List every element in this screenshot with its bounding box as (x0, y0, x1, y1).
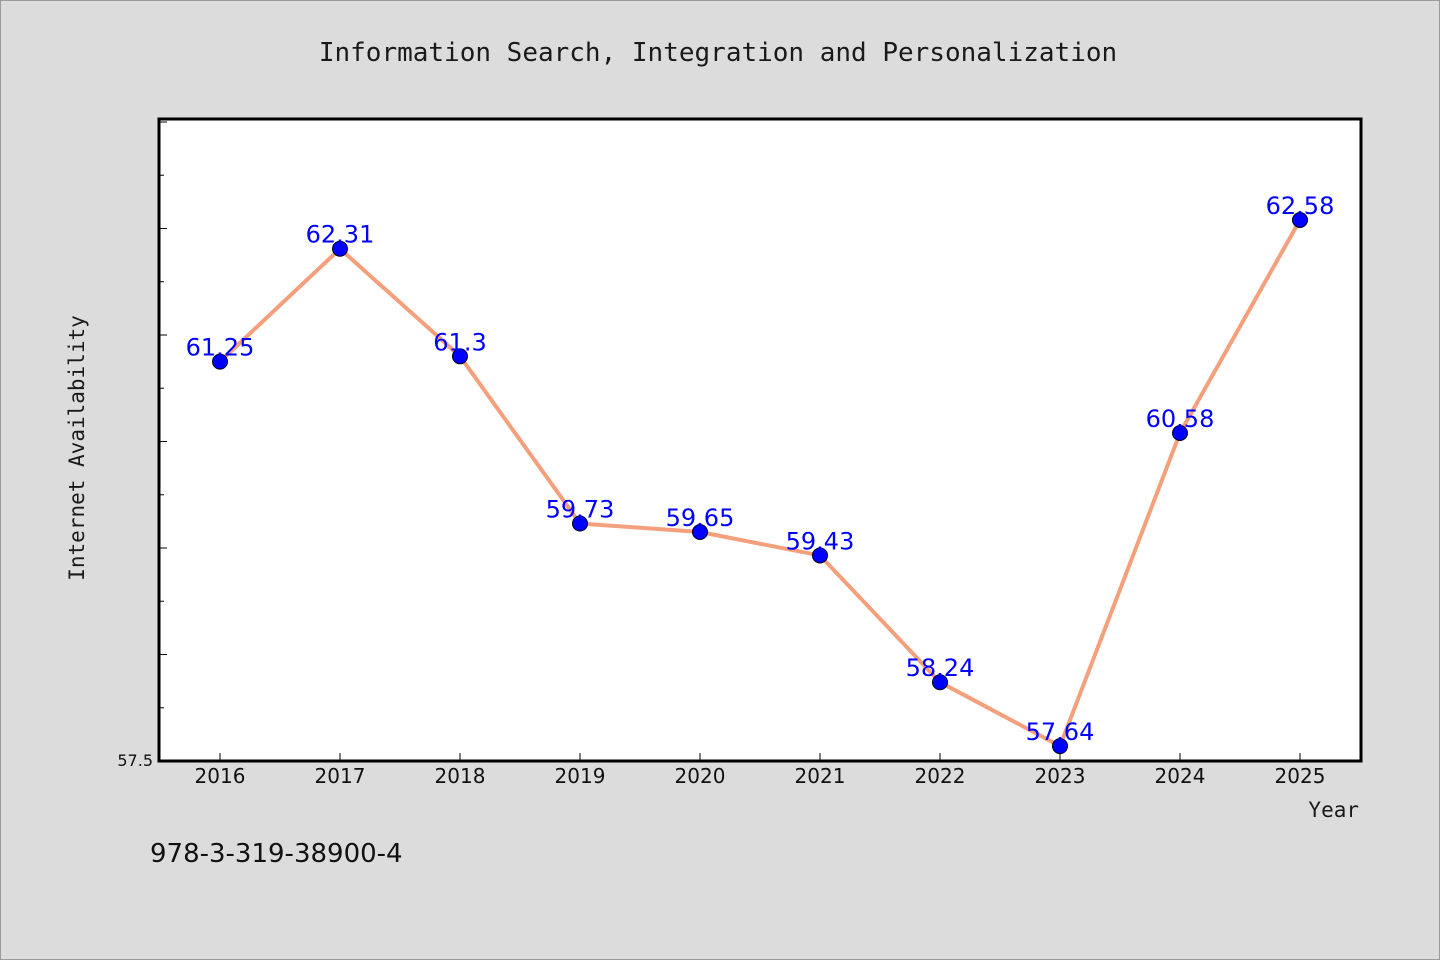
x-tick-label: 2021 (795, 764, 846, 788)
data-label: 58.24 (906, 654, 975, 682)
data-label: 62.31 (306, 221, 375, 249)
data-point (452, 348, 468, 365)
footer-text: 978-3-319-38900-4 (150, 839, 403, 869)
data-point (1052, 738, 1068, 755)
data-label: 61.3 (433, 328, 486, 356)
data-label: 62.58 (1266, 192, 1335, 220)
data-point (212, 353, 228, 370)
data-point (812, 547, 828, 564)
x-tick-label: 2024 (1155, 764, 1206, 788)
data-point (1292, 211, 1308, 228)
x-tick-label: 2018 (435, 764, 486, 788)
data-point (1172, 424, 1188, 441)
data-point (572, 515, 588, 532)
x-axis-ticks (219, 753, 1301, 761)
series-layer: 61.25 62.31 61.3 59.73 59.65 59.43 58.24 57.64 6… (186, 192, 1335, 755)
y-axis-label: Internet Availability (65, 315, 89, 581)
data-point (692, 524, 708, 541)
y-axis-ticks (159, 121, 167, 762)
y-tick-label-min: 57.5 (117, 751, 153, 770)
data-label: 60.58 (1146, 405, 1215, 433)
x-axis-tick-labels: 2016 2017 2018 2019 2020 2021 2022 2023 2024 2025 (195, 764, 1326, 788)
chart-title: Information Search, Integration and Pers… (319, 38, 1117, 68)
data-point (932, 674, 948, 691)
data-label: 61.25 (186, 334, 255, 362)
x-tick-label: 2016 (195, 764, 246, 788)
x-tick-label: 2020 (675, 764, 726, 788)
x-tick-label: 2022 (915, 764, 966, 788)
x-axis-label: Year (1308, 798, 1359, 822)
data-label: 57.64 (1026, 718, 1095, 746)
x-tick-label: 2023 (1035, 764, 1086, 788)
x-tick-label: 2017 (315, 764, 366, 788)
data-point (332, 240, 348, 257)
data-label: 59.65 (666, 504, 735, 532)
x-tick-label: 2025 (1275, 764, 1326, 788)
plot-area (157, 117, 1363, 763)
data-label: 59.73 (546, 496, 615, 524)
data-label: 59.43 (786, 527, 855, 555)
series-line (218, 218, 1302, 749)
x-tick-label: 2019 (555, 764, 606, 788)
